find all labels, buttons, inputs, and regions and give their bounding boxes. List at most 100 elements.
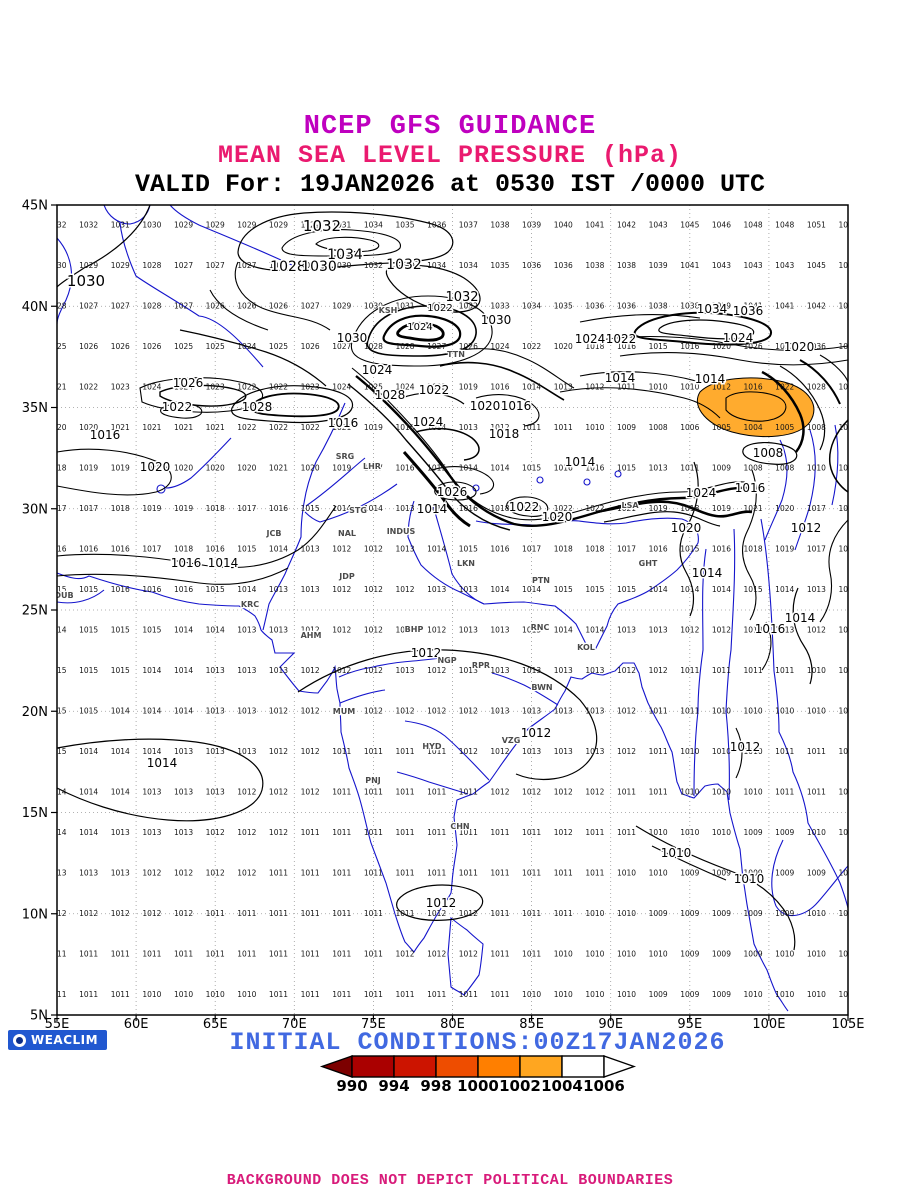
svg-text:1018: 1018 [585,544,604,553]
svg-text:1012: 1012 [459,949,478,958]
svg-text:1043: 1043 [649,220,668,229]
contour-line [579,371,701,383]
svg-text:1029: 1029 [269,220,288,229]
svg-text:1010: 1010 [744,990,763,999]
svg-text:1018: 1018 [490,504,509,513]
svg-text:1009: 1009 [775,909,794,918]
svg-text:1019: 1019 [174,504,193,513]
svg-text:1014: 1014 [47,787,66,796]
svg-text:1027: 1027 [206,261,225,270]
svg-text:1009: 1009 [649,990,668,999]
svg-text:1036: 1036 [427,220,446,229]
svg-text:1008: 1008 [753,446,784,460]
river [764,439,788,541]
svg-text:1014: 1014 [174,706,193,715]
svg-text:1021: 1021 [142,423,161,432]
svg-text:1028: 1028 [270,259,306,275]
svg-text:1010: 1010 [680,787,699,796]
svg-text:1011: 1011 [237,949,256,958]
svg-text:1012: 1012 [364,544,383,553]
svg-text:1010: 1010 [807,990,826,999]
contour-line [366,305,477,357]
svg-text:1010: 1010 [649,868,668,877]
svg-text:1017: 1017 [807,544,826,553]
svg-text:1010: 1010 [680,828,699,837]
svg-text:1016: 1016 [744,382,763,391]
svg-text:1034: 1034 [522,301,541,310]
contour-line [355,375,749,528]
svg-text:90E: 90E [598,1017,623,1032]
contour-line [160,402,203,419]
svg-text:1033: 1033 [395,261,414,270]
svg-text:1014: 1014 [605,371,636,385]
svg-text:95E: 95E [677,1017,702,1032]
svg-text:1010: 1010 [522,990,541,999]
svg-text:1012: 1012 [364,625,383,634]
svg-text:5N: 5N [30,1009,48,1024]
svg-text:1026: 1026 [206,301,225,310]
svg-text:1011: 1011 [395,990,414,999]
svg-text:1016: 1016 [174,585,193,594]
contour-line [57,448,172,496]
svg-text:1024: 1024 [723,331,754,345]
contour-line [179,329,327,387]
contour-line [651,845,727,881]
svg-text:NAL: NAL [338,529,356,538]
svg-text:1012: 1012 [395,625,414,634]
svg-text:1028: 1028 [807,382,826,391]
svg-text:1009: 1009 [744,868,763,877]
contour-line [761,621,772,671]
svg-text:1012: 1012 [712,625,731,634]
svg-text:1011: 1011 [459,990,478,999]
river [304,483,398,523]
svg-text:1012: 1012 [301,787,320,796]
svg-text:1021: 1021 [47,382,66,391]
svg-text:1043: 1043 [712,261,731,270]
svg-text:30N: 30N [22,502,48,517]
svg-text:1021: 1021 [111,423,130,432]
svg-text:1010: 1010 [838,706,857,715]
river [262,402,346,631]
svg-text:1026: 1026 [269,301,288,310]
svg-text:1011: 1011 [680,706,699,715]
svg-text:1014: 1014 [427,504,446,513]
svg-text:1028: 1028 [375,388,406,402]
svg-text:1014: 1014 [427,544,446,553]
svg-text:1012: 1012 [174,909,193,918]
contour-line [382,314,462,348]
svg-text:1010: 1010 [142,990,161,999]
svg-text:1016: 1016 [206,544,225,553]
svg-text:1035: 1035 [554,301,573,310]
svg-text:1020: 1020 [79,423,98,432]
svg-text:1035: 1035 [395,220,414,229]
svg-text:CHN: CHN [450,822,469,831]
coastline [447,916,484,996]
svg-text:1027: 1027 [237,261,256,270]
svg-text:1009: 1009 [649,909,668,918]
svg-text:1024: 1024 [490,342,509,351]
contour-line [385,264,481,313]
svg-text:1013: 1013 [522,706,541,715]
svg-text:1013: 1013 [206,706,225,715]
svg-text:1012: 1012 [617,747,636,756]
svg-text:1011: 1011 [364,747,383,756]
svg-text:1012: 1012 [332,585,351,594]
svg-text:1010: 1010 [554,990,573,999]
svg-text:1045: 1045 [680,220,699,229]
svg-text:1025: 1025 [206,342,225,351]
svg-text:1012: 1012 [838,585,857,594]
svg-text:1013: 1013 [490,666,509,675]
svg-text:1011: 1011 [617,382,636,391]
svg-text:1026: 1026 [437,485,468,499]
svg-text:1013: 1013 [459,585,478,594]
svg-text:1011: 1011 [332,868,351,877]
svg-text:1024: 1024 [575,332,606,346]
svg-text:1019: 1019 [111,463,130,472]
svg-text:1015: 1015 [585,585,604,594]
svg-text:1012: 1012 [142,868,161,877]
svg-text:1012: 1012 [237,828,256,837]
svg-text:1022: 1022 [301,423,320,432]
svg-text:1009: 1009 [744,828,763,837]
svg-text:1032: 1032 [364,261,383,270]
